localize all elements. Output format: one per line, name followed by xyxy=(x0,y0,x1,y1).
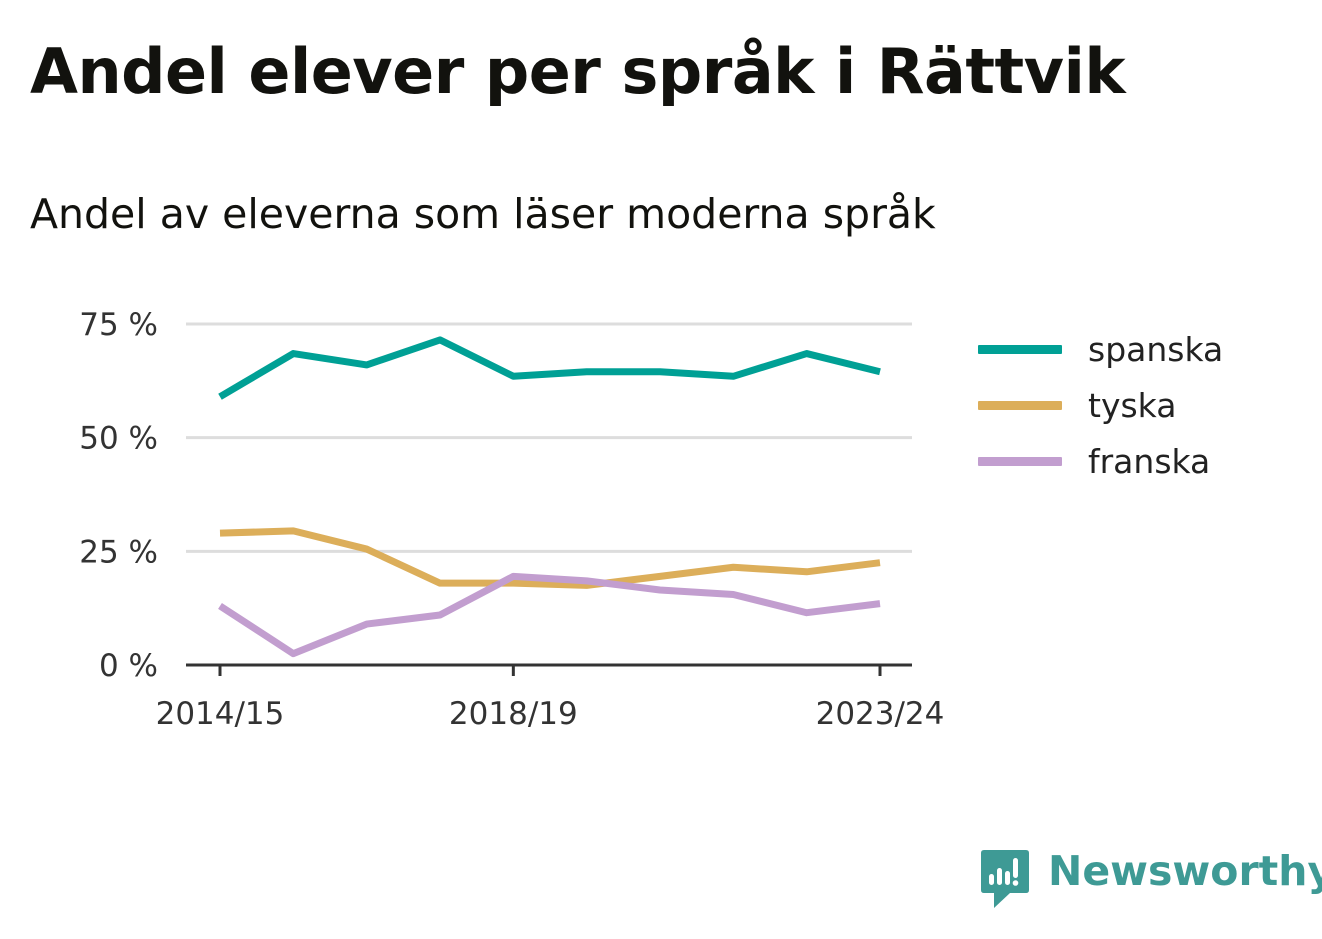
x-tick-label: 2014/15 xyxy=(156,696,285,732)
legend-swatch-tyska xyxy=(978,401,1062,410)
series-line-spanska xyxy=(218,336,881,400)
legend-label-franska: franska xyxy=(1088,442,1211,481)
legend-label-spanska: spanska xyxy=(1088,330,1224,369)
newsworthy-logo-icon xyxy=(981,850,1029,908)
brand-name: Newsworthy xyxy=(1048,847,1322,895)
y-tick-label: 50 % xyxy=(79,421,158,457)
x-tick-label: 2023/24 xyxy=(816,696,945,732)
chart-title: Andel elever per språk i Rättvik xyxy=(30,35,1126,108)
grid-lines xyxy=(186,322,912,553)
y-tick-label: 0 % xyxy=(99,648,158,684)
legend-swatch-spanska xyxy=(978,345,1062,354)
x-axis xyxy=(186,663,912,676)
legend-swatch-franska xyxy=(978,457,1062,466)
y-tick-label: 25 % xyxy=(79,534,158,570)
y-axis-labels: 0 % 25 % 50 % 75 % xyxy=(79,307,158,684)
series-lines xyxy=(218,336,881,658)
series-line-tyska xyxy=(219,527,881,589)
x-axis-labels: 2014/15 2018/19 2023/24 xyxy=(156,696,945,732)
y-tick-label: 75 % xyxy=(79,307,158,343)
x-tick-label: 2018/19 xyxy=(449,696,578,732)
series-line-franska xyxy=(218,572,881,658)
legend-label-tyska: tyska xyxy=(1088,386,1177,425)
chart-subtitle: Andel av eleverna som läser moderna språ… xyxy=(30,190,936,238)
